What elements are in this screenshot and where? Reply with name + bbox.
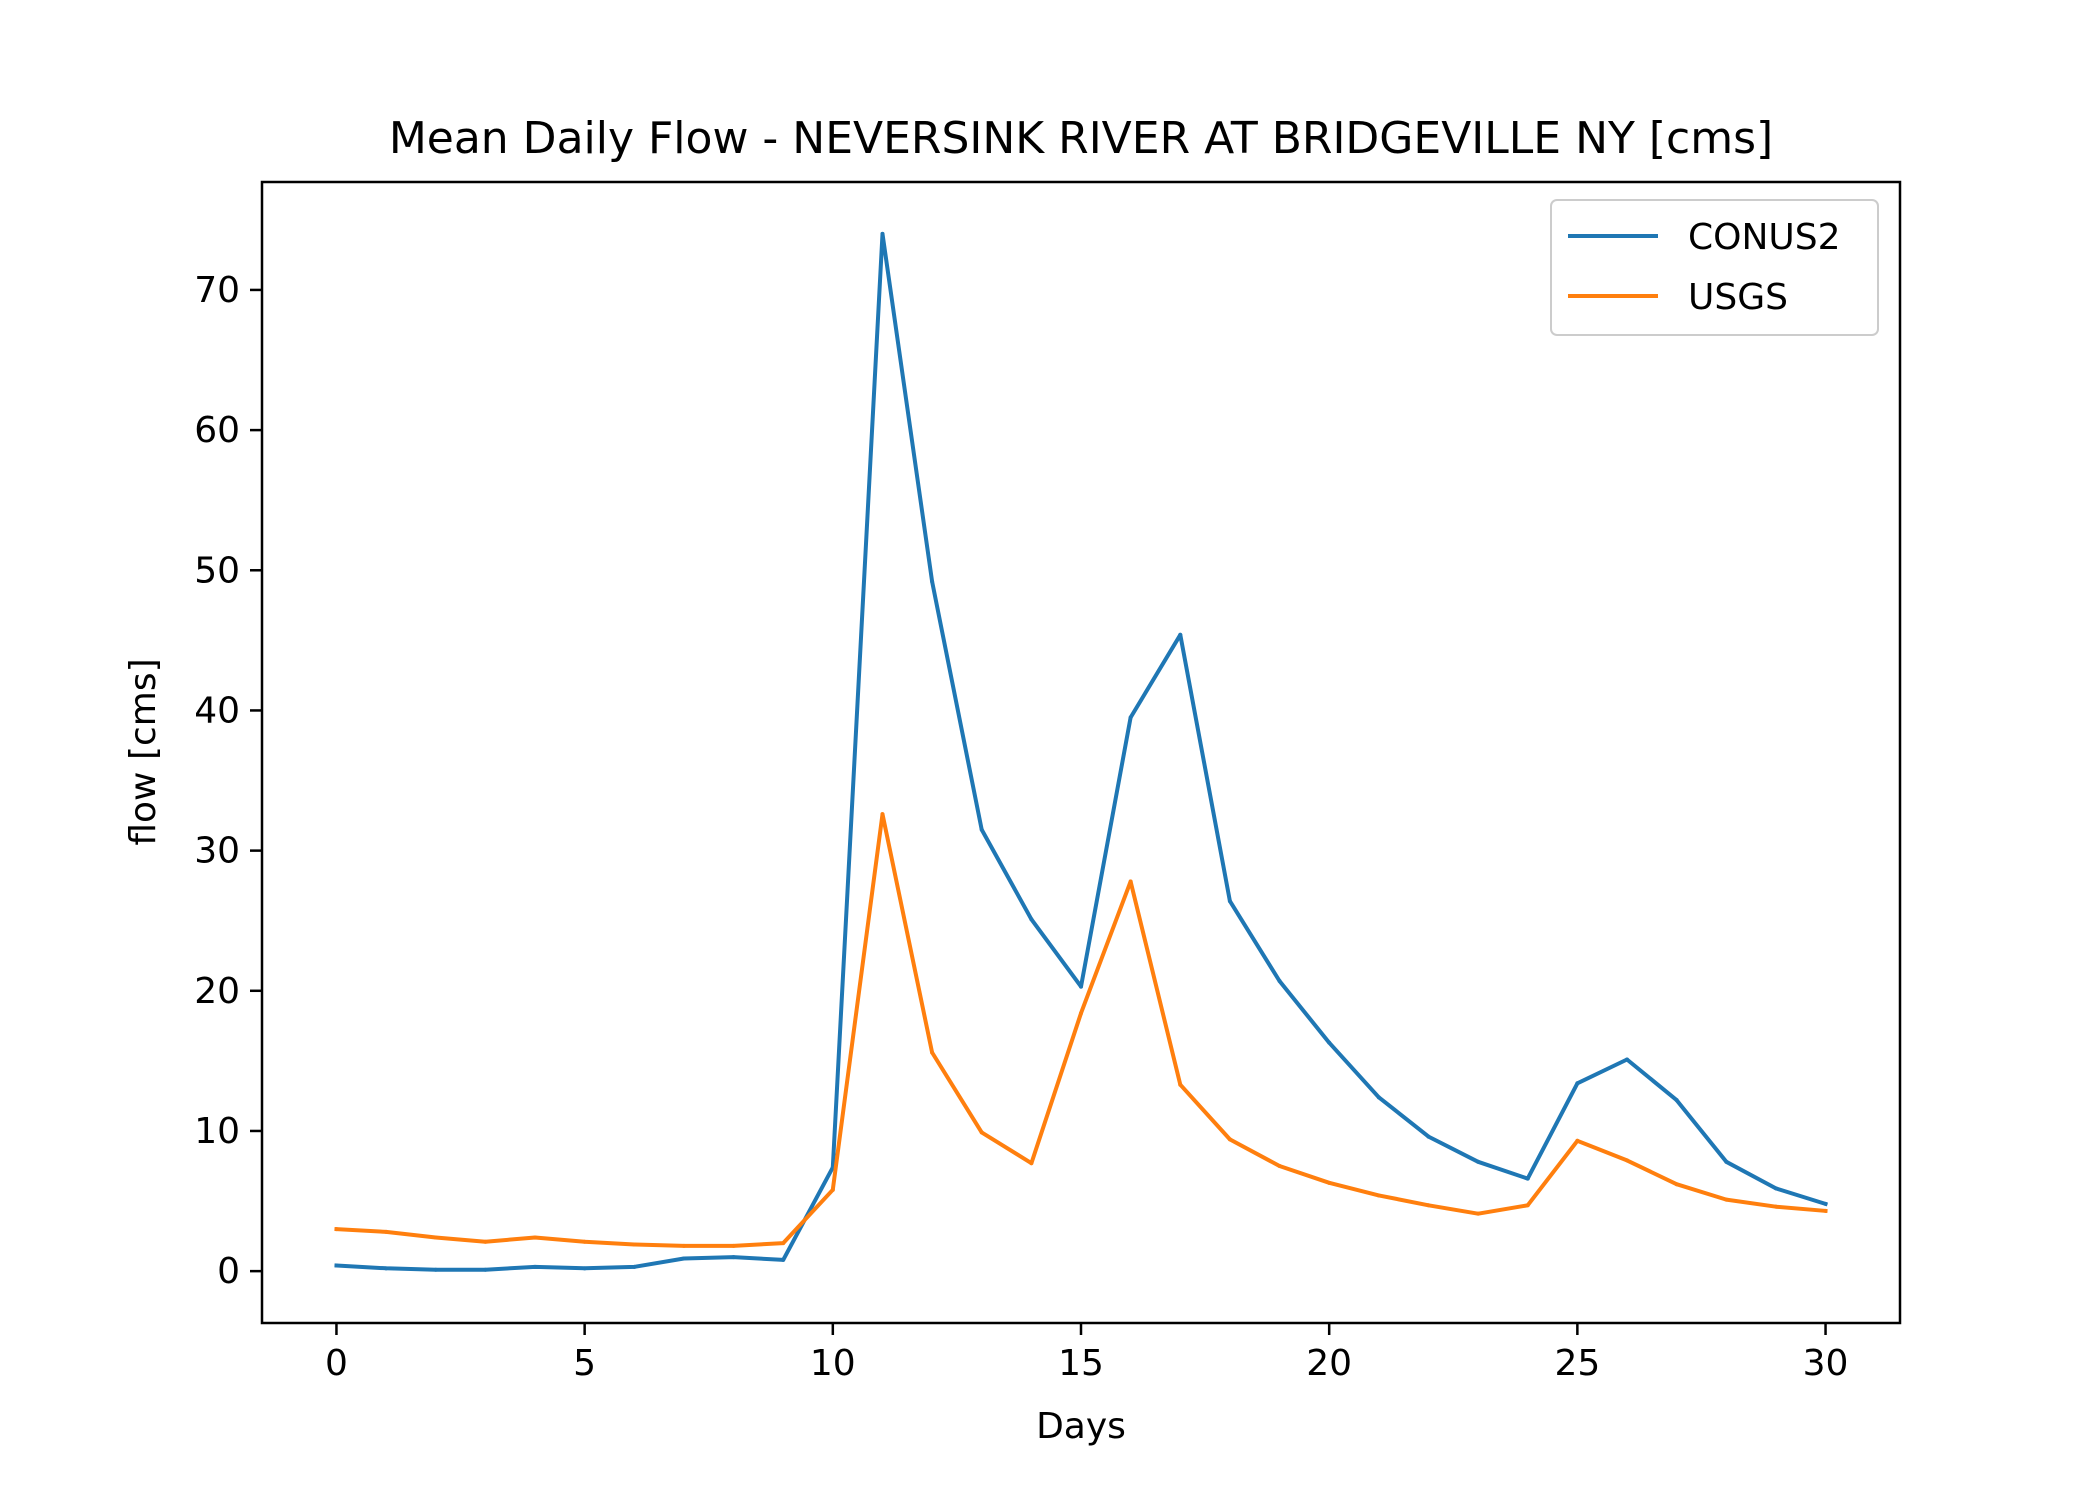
data-point — [1128, 715, 1133, 720]
data-point — [1227, 899, 1232, 904]
series-points-usgs — [334, 812, 1828, 1248]
y-tick-label: 40 — [194, 690, 240, 731]
series-layer — [334, 231, 1829, 1272]
data-point — [533, 1235, 537, 1240]
data-point — [433, 1235, 438, 1240]
data-point — [880, 812, 885, 817]
data-point — [1476, 1159, 1481, 1164]
data-point — [1426, 1134, 1431, 1139]
data-point — [1575, 1138, 1580, 1143]
data-point — [731, 1255, 736, 1260]
plot-background — [262, 182, 1900, 1323]
x-tick-label: 30 — [1803, 1343, 1849, 1384]
data-point — [334, 1263, 339, 1268]
data-point — [582, 1266, 587, 1271]
x-tick-label: 5 — [573, 1343, 596, 1384]
data-point — [1327, 1180, 1332, 1185]
series-points-conus2 — [334, 231, 1828, 1272]
data-point — [1724, 1159, 1729, 1164]
data-point — [1227, 1137, 1232, 1142]
data-point — [1029, 1161, 1034, 1166]
data-point — [582, 1239, 587, 1244]
plot-frame — [260, 180, 1902, 1325]
legend-frame — [1550, 199, 1879, 336]
y-axis-label: flow [cms] — [123, 658, 164, 845]
data-point — [1376, 1095, 1381, 1100]
x-axis-label: Days — [1036, 1406, 1126, 1447]
data-point — [830, 1187, 835, 1192]
x-tick-label: 10 — [810, 1343, 856, 1384]
x-tick-label: 15 — [1058, 1343, 1104, 1384]
y-tick-label: 30 — [194, 831, 240, 872]
legend-label-conus2: CONUS2 — [1688, 217, 1841, 258]
x-tick-label: 20 — [1306, 1343, 1352, 1384]
y-axis: 0 10 20 30 40 50 60 70 — [194, 270, 262, 1292]
data-point — [681, 1256, 686, 1261]
data-point — [1823, 1208, 1828, 1213]
data-point — [1674, 1182, 1679, 1187]
data-point — [1376, 1193, 1381, 1198]
data-point — [880, 231, 885, 236]
data-point — [781, 1257, 786, 1262]
legend-label-usgs: USGS — [1688, 277, 1788, 318]
data-point — [1079, 984, 1083, 989]
data-point — [483, 1239, 488, 1244]
data-point — [1327, 1040, 1332, 1045]
x-axis: 0 5 10 15 20 25 30 — [325, 1323, 1848, 1384]
x-tick-label: 0 — [325, 1343, 348, 1384]
y-tick-label: 10 — [194, 1111, 240, 1152]
data-point — [731, 1243, 736, 1248]
data-point — [1823, 1201, 1828, 1206]
data-point — [930, 579, 935, 584]
data-point — [632, 1264, 637, 1269]
data-point — [1525, 1203, 1530, 1208]
data-point — [1476, 1211, 1481, 1216]
data-point — [1575, 1081, 1580, 1086]
data-point — [1277, 1164, 1282, 1169]
data-point — [979, 827, 984, 832]
data-point — [1724, 1197, 1729, 1202]
y-tick-label: 0 — [217, 1251, 240, 1292]
y-tick-label: 70 — [194, 270, 240, 311]
data-point — [533, 1264, 537, 1269]
data-point — [1029, 917, 1034, 922]
data-point — [681, 1243, 686, 1248]
data-point — [384, 1266, 389, 1271]
data-point — [930, 1050, 935, 1055]
data-point — [1625, 1158, 1629, 1163]
y-tick-label: 50 — [194, 550, 240, 591]
data-point — [483, 1267, 488, 1272]
legend: CONUS2 USGS — [1550, 199, 1879, 336]
data-point — [632, 1242, 637, 1247]
y-tick-label: 60 — [194, 410, 240, 451]
data-point — [1277, 978, 1282, 983]
data-point — [1525, 1176, 1530, 1181]
plot-area — [262, 182, 1900, 1323]
data-point — [1128, 879, 1133, 884]
data-point — [1079, 1011, 1083, 1016]
data-point — [1178, 1082, 1183, 1087]
data-point — [781, 1241, 786, 1246]
data-point — [1625, 1057, 1629, 1062]
data-point — [1178, 632, 1183, 637]
data-point — [979, 1130, 984, 1135]
data-point — [384, 1229, 389, 1234]
data-point — [334, 1227, 339, 1232]
x-tick-label: 25 — [1554, 1343, 1600, 1384]
data-point — [1773, 1204, 1778, 1209]
data-point — [1674, 1098, 1679, 1103]
data-point — [1773, 1186, 1778, 1191]
y-tick-label: 20 — [194, 971, 240, 1012]
data-point — [433, 1267, 438, 1272]
data-point — [1426, 1203, 1431, 1208]
chart-title: Mean Daily Flow - NEVERSINK RIVER AT BRI… — [389, 113, 1773, 164]
